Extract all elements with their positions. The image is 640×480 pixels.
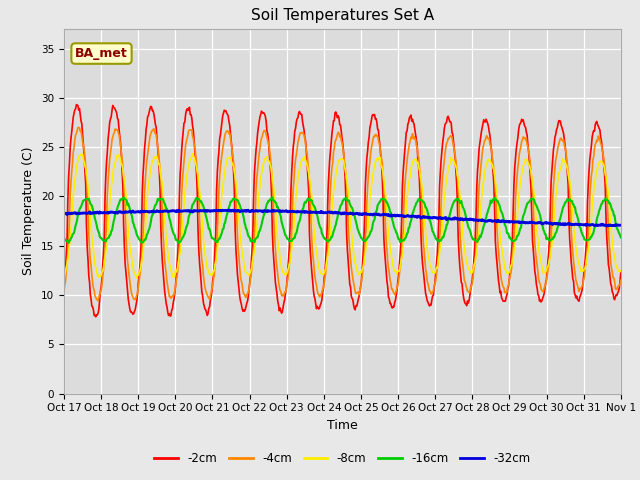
-2cm	[412, 132, 419, 137]
-2cm	[186, 105, 193, 110]
-2cm	[70, 110, 78, 116]
-8cm	[214, 239, 222, 245]
-32cm	[214, 208, 221, 214]
-16cm	[215, 236, 223, 241]
-32cm	[70, 210, 78, 216]
-8cm	[617, 268, 625, 274]
Title: Soil Temperatures Set A: Soil Temperatures Set A	[251, 9, 434, 24]
-2cm	[72, 102, 80, 108]
-8cm	[428, 264, 435, 269]
-32cm	[184, 208, 192, 214]
-4cm	[60, 289, 68, 295]
-8cm	[411, 156, 419, 162]
-4cm	[70, 144, 78, 150]
-32cm	[411, 214, 419, 220]
-4cm	[186, 127, 193, 133]
-4cm	[74, 125, 82, 131]
-2cm	[92, 314, 100, 320]
Line: -4cm: -4cm	[64, 128, 621, 301]
-32cm	[60, 210, 68, 216]
-16cm	[71, 226, 79, 232]
Line: -8cm: -8cm	[64, 154, 621, 278]
-8cm	[184, 167, 192, 172]
-16cm	[129, 219, 137, 225]
-32cm	[604, 223, 611, 229]
-32cm	[225, 207, 233, 213]
-4cm	[129, 294, 137, 300]
-4cm	[215, 187, 223, 193]
Y-axis label: Soil Temperature (C): Soil Temperature (C)	[22, 147, 35, 276]
-16cm	[120, 194, 127, 200]
-4cm	[617, 277, 625, 283]
Line: -2cm: -2cm	[64, 105, 621, 317]
Line: -32cm: -32cm	[64, 210, 621, 226]
Legend: -2cm, -4cm, -8cm, -16cm, -32cm: -2cm, -4cm, -8cm, -16cm, -32cm	[150, 447, 535, 469]
X-axis label: Time: Time	[327, 419, 358, 432]
-16cm	[65, 240, 72, 246]
-8cm	[127, 254, 135, 260]
-8cm	[70, 184, 78, 190]
-2cm	[617, 270, 625, 276]
-16cm	[60, 234, 68, 240]
-16cm	[186, 212, 193, 217]
-2cm	[60, 283, 68, 289]
-8cm	[189, 151, 196, 156]
-2cm	[129, 312, 137, 317]
-16cm	[428, 225, 436, 231]
-2cm	[215, 149, 223, 155]
-4cm	[428, 290, 436, 296]
-8cm	[60, 276, 68, 281]
-32cm	[617, 222, 625, 228]
-32cm	[127, 210, 135, 216]
-16cm	[412, 203, 419, 208]
-4cm	[94, 298, 102, 304]
Line: -16cm: -16cm	[64, 197, 621, 243]
Text: BA_met: BA_met	[75, 47, 128, 60]
-32cm	[428, 215, 435, 221]
-4cm	[412, 136, 419, 142]
-2cm	[428, 297, 436, 303]
-16cm	[617, 235, 625, 240]
